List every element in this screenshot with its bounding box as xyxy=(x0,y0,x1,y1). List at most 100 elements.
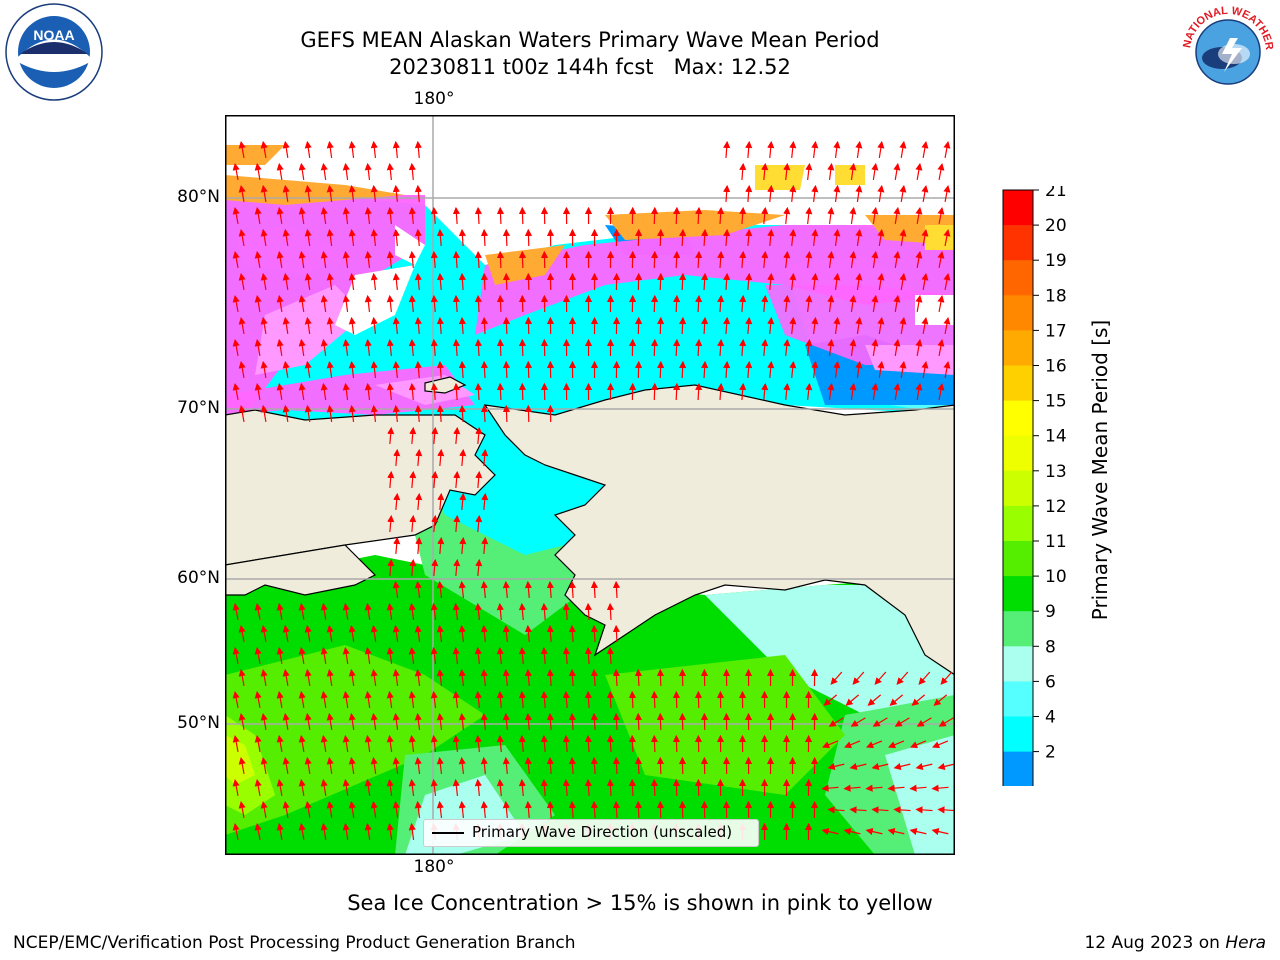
map-legend: Primary Wave Direction (unscaled) xyxy=(423,819,759,847)
wave-arrow xyxy=(437,492,445,511)
wave-arrow xyxy=(657,360,665,379)
wave-arrow xyxy=(896,671,909,685)
lon-label-bottom: 180° xyxy=(413,857,455,877)
wave-arrow xyxy=(940,671,953,685)
chart-subtitle: 20230811 t00z 144h fcst Max: 12.52 xyxy=(389,55,791,79)
wave-arrow xyxy=(679,316,687,335)
wave-arrow xyxy=(915,338,923,356)
wave-arrow xyxy=(650,734,659,753)
graticule xyxy=(225,115,955,855)
wave-arrow xyxy=(298,382,306,400)
wave-arrow xyxy=(937,250,945,268)
wave-arrow xyxy=(921,184,929,202)
wave-arrow xyxy=(606,690,615,709)
wave-arrow xyxy=(657,228,665,247)
wave-arrow xyxy=(889,694,904,706)
wave-arrow xyxy=(634,668,643,687)
wave-arrow xyxy=(849,762,867,770)
wave-arrow xyxy=(915,162,923,180)
wave-arrow xyxy=(855,140,863,159)
wave-arrow xyxy=(584,778,593,797)
wave-arrow xyxy=(348,668,356,687)
wave-arrow xyxy=(320,690,328,708)
wave-arrow xyxy=(833,272,841,291)
wave-arrow xyxy=(393,448,401,467)
wave-arrow xyxy=(877,316,885,334)
colorbar-tick-label: 15 xyxy=(1045,392,1067,412)
wave-arrow xyxy=(414,272,422,291)
wave-arrow xyxy=(767,316,775,335)
wave-arrow xyxy=(899,184,907,202)
wave-arrow xyxy=(282,272,290,290)
wave-arrow xyxy=(238,800,246,818)
wave-arrow xyxy=(392,404,400,423)
wave-arrow xyxy=(833,228,841,247)
wave-arrow xyxy=(304,800,312,818)
wave-arrow xyxy=(348,800,356,819)
colorbar-tick-label: 16 xyxy=(1045,357,1067,377)
wave-arrow xyxy=(326,404,334,423)
wave-arrow xyxy=(320,822,328,840)
wave-arrow xyxy=(910,740,927,749)
wave-arrow xyxy=(937,382,945,400)
wave-arrow xyxy=(232,338,240,356)
wave-arrow xyxy=(480,272,489,291)
colorbar-segment xyxy=(1003,681,1033,717)
wave-arrow xyxy=(414,800,422,819)
wave-arrow xyxy=(546,668,554,687)
wave-arrow xyxy=(392,712,400,731)
wave-arrow xyxy=(844,740,861,749)
wave-arrow xyxy=(414,668,422,687)
wave-arrow xyxy=(436,624,444,643)
wave-arrow xyxy=(915,806,933,814)
wave-arrow xyxy=(348,404,356,423)
wave-arrow xyxy=(364,646,372,665)
wave-arrow xyxy=(364,778,372,797)
wave-arrow xyxy=(833,184,841,203)
wave-arrow xyxy=(921,360,929,378)
wave-arrow xyxy=(414,404,422,423)
wave-arrow xyxy=(458,624,466,643)
wave-arrow xyxy=(823,694,838,706)
wave-arrow xyxy=(480,756,488,775)
wave-arrow xyxy=(761,382,769,401)
colorbar-segment xyxy=(1003,611,1033,647)
wave-arrow xyxy=(943,184,951,202)
wave-arrow xyxy=(436,756,444,775)
wave-arrow xyxy=(436,712,444,731)
wave-arrow xyxy=(827,382,835,401)
wave-arrow xyxy=(937,806,955,814)
wave-arrow xyxy=(298,690,306,708)
wave-arrow xyxy=(408,250,416,269)
wave-arrow xyxy=(909,784,927,792)
wave-arrow xyxy=(475,514,483,533)
wave-arrow xyxy=(436,668,444,687)
wave-arrow xyxy=(238,360,246,378)
wave-arrow xyxy=(370,624,378,643)
wave-arrow xyxy=(348,624,356,643)
wave-arrow xyxy=(431,514,439,533)
wave-arrow xyxy=(326,756,334,774)
wave-arrow xyxy=(304,228,312,247)
colorbar-segment xyxy=(1003,330,1033,366)
legend-line-sample xyxy=(432,832,464,834)
wave-arrow xyxy=(789,140,797,159)
wave-arrow xyxy=(849,206,857,225)
wave-arrow xyxy=(232,162,240,180)
wave-arrow xyxy=(933,694,948,706)
wave-arrow xyxy=(387,514,395,533)
wave-arrow xyxy=(474,206,483,225)
wave-arrow xyxy=(761,162,769,181)
wave-arrow xyxy=(650,778,659,797)
wave-arrow xyxy=(524,800,532,819)
wave-arrow xyxy=(701,228,709,247)
wave-arrow xyxy=(584,734,593,753)
wave-arrow xyxy=(628,734,637,753)
wave-arrow xyxy=(304,184,312,203)
wave-arrow xyxy=(518,778,526,797)
wave-arrow xyxy=(430,382,438,401)
wave-arrow xyxy=(386,690,394,709)
wave-arrow xyxy=(568,756,576,775)
land-masses xyxy=(225,376,955,676)
wave-arrow xyxy=(496,338,505,357)
